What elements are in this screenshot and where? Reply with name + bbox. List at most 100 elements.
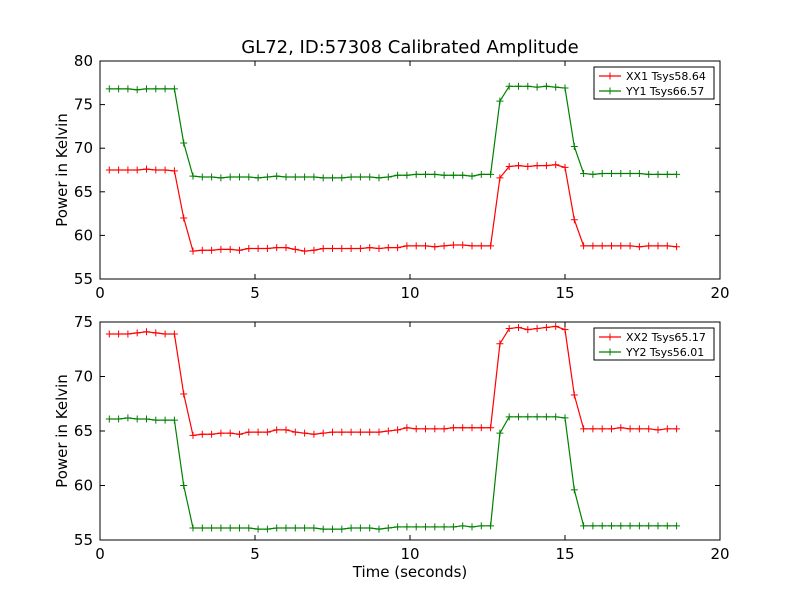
data-point xyxy=(198,246,206,254)
data-point xyxy=(626,425,634,433)
data-point xyxy=(301,429,309,437)
data-point xyxy=(291,524,299,532)
data-point xyxy=(115,85,123,93)
data-point xyxy=(310,524,318,532)
data-point xyxy=(561,84,569,92)
data-point xyxy=(654,242,662,250)
data-point xyxy=(431,523,439,531)
data-point xyxy=(496,429,504,437)
data-point xyxy=(477,242,485,250)
data-point xyxy=(440,523,448,531)
data-point xyxy=(263,428,271,436)
data-point xyxy=(236,524,243,532)
data-point xyxy=(515,82,522,90)
data-point xyxy=(217,524,225,532)
data-point xyxy=(198,524,206,532)
data-point xyxy=(347,244,355,252)
data-point xyxy=(468,523,476,531)
data-point xyxy=(496,97,504,105)
data-point xyxy=(115,330,123,338)
data-point xyxy=(338,244,346,252)
data-point xyxy=(570,391,578,399)
y-tick-label: 75 xyxy=(74,313,93,331)
data-point xyxy=(319,174,327,182)
data-point xyxy=(170,167,178,175)
data-point xyxy=(263,525,271,533)
data-point xyxy=(124,330,132,338)
data-point xyxy=(384,427,392,435)
y-tick-label: 55 xyxy=(74,270,93,288)
data-point xyxy=(198,430,206,438)
data-point xyxy=(440,242,448,250)
data-point xyxy=(366,524,374,532)
data-point xyxy=(663,425,671,433)
data-point xyxy=(356,244,364,252)
data-point xyxy=(626,169,634,177)
data-point xyxy=(561,326,569,334)
data-point xyxy=(487,242,495,250)
data-point xyxy=(626,522,634,530)
data-point xyxy=(347,524,355,532)
x-tick-label: 20 xyxy=(710,545,729,563)
data-point xyxy=(143,328,150,336)
data-point xyxy=(291,173,299,181)
data-point xyxy=(254,244,262,252)
data-point xyxy=(533,162,541,170)
legend-marker xyxy=(606,87,614,95)
data-point xyxy=(273,524,281,532)
data-point xyxy=(170,416,178,424)
data-point xyxy=(170,85,178,93)
data-point xyxy=(431,243,439,251)
data-point xyxy=(236,430,243,438)
data-point xyxy=(152,416,160,424)
data-point xyxy=(180,390,188,398)
data-point xyxy=(366,244,374,252)
data-point xyxy=(375,244,383,252)
chart-title: GL72, ID:57308 Calibrated Amplitude xyxy=(241,37,579,58)
data-point xyxy=(496,174,504,182)
data-point xyxy=(598,522,606,530)
data-point xyxy=(254,428,262,436)
data-point xyxy=(245,524,253,532)
data-point xyxy=(505,413,513,421)
y-tick-label: 70 xyxy=(74,368,93,386)
data-point xyxy=(580,242,588,250)
data-point xyxy=(422,170,429,178)
data-point xyxy=(673,522,681,530)
x-tick-label: 10 xyxy=(400,545,419,563)
data-point xyxy=(412,170,420,178)
data-point xyxy=(236,173,243,181)
data-point xyxy=(152,329,160,337)
data-point xyxy=(431,170,439,178)
x-tick-label: 15 xyxy=(555,284,574,302)
data-point xyxy=(589,242,597,250)
data-point xyxy=(338,525,346,533)
x-tick-label: 0 xyxy=(95,284,105,302)
data-point xyxy=(515,162,522,170)
data-point xyxy=(505,82,513,90)
x-tick-label: 5 xyxy=(250,545,260,563)
data-point xyxy=(459,171,467,179)
data-point xyxy=(589,522,597,530)
data-point xyxy=(496,340,504,348)
data-point xyxy=(282,173,290,181)
bottom-panel: 0 5 10 15 20 55 60 65 70 75 Power in Kelvin Time (s… xyxy=(53,313,730,581)
data-point xyxy=(542,82,550,90)
data-point xyxy=(412,242,420,250)
data-point xyxy=(570,216,578,224)
x-tick-label: 15 xyxy=(555,545,574,563)
data-point xyxy=(487,522,495,530)
x-tick-label: 20 xyxy=(710,284,729,302)
data-point xyxy=(384,244,392,252)
legend-marker xyxy=(606,348,614,356)
data-point xyxy=(291,428,299,436)
y-tick-label: 55 xyxy=(74,531,93,549)
legend: XX2 Tsys65.17 YY2 Tsys56.01 xyxy=(593,327,715,361)
data-point xyxy=(282,244,290,252)
data-point xyxy=(161,166,169,174)
data-point xyxy=(505,163,513,171)
data-point xyxy=(273,172,281,180)
data-point xyxy=(291,245,299,253)
data-point xyxy=(226,524,234,532)
